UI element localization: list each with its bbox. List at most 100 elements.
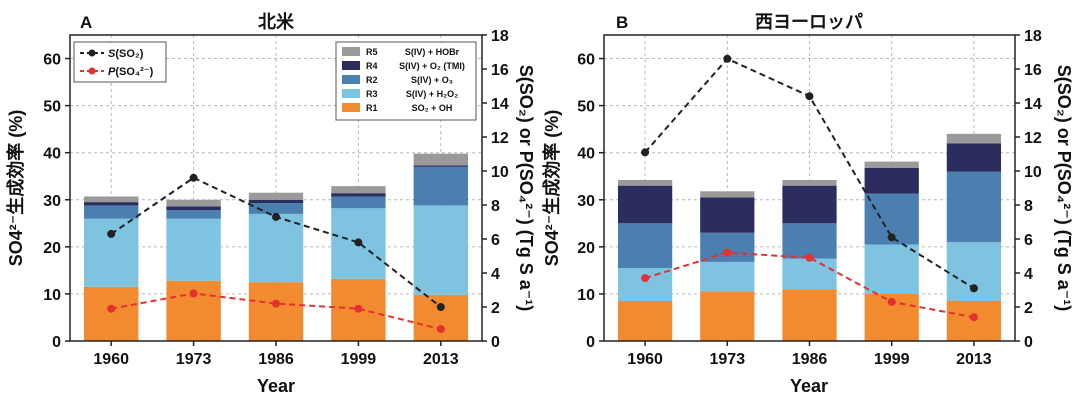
bar-r4-1960 (617, 185, 673, 224)
y2-axis-label: S(SO₂) or P(SO₄²⁻) (Tg S a⁻¹) (516, 65, 536, 312)
point-s-so2-1960 (107, 229, 116, 238)
point-p-so4-1973 (723, 248, 732, 257)
legend-label-r3: S(IV) + H₂O₂ (406, 89, 458, 99)
y2tick-label: 0 (491, 334, 500, 351)
bar-r5-1999 (331, 186, 386, 194)
bar-r1-1960 (617, 300, 673, 341)
point-p-so4-2013 (969, 313, 978, 322)
bar-r4-1986 (782, 185, 837, 224)
ytick-label: 60 (577, 52, 595, 69)
y2tick-label: 2 (491, 300, 500, 317)
ytick-label: 10 (43, 287, 61, 304)
y2tick-label: 6 (491, 232, 500, 249)
stacked-bars (617, 133, 1002, 341)
y2tick-label: 10 (1024, 164, 1042, 181)
xtick-label: 2013 (956, 351, 992, 368)
ytick-label: 0 (52, 334, 61, 351)
bar-r5-1986 (782, 179, 837, 186)
y2tick-label: 12 (491, 130, 509, 147)
x-axis-ticks: 1960 1973 1986 1999 2013 (627, 341, 992, 368)
point-s-so2-2013 (969, 284, 978, 293)
bar-r3-1973 (166, 218, 221, 281)
bar-r5-2013 (946, 133, 1002, 144)
ytick-label: 10 (577, 287, 595, 304)
point-s-so2-1960 (641, 148, 650, 157)
bar-r4-1986 (248, 199, 304, 204)
bar-r5-1999 (864, 161, 919, 168)
legend-code-r3: R3 (366, 89, 378, 99)
panel-label: A (80, 13, 92, 32)
legend-swatch-r3 (342, 89, 360, 98)
bar-r2-1986 (248, 203, 304, 214)
point-s-so2-1973 (189, 173, 198, 182)
line-p-so4 (111, 292, 442, 331)
xtick-label: 1960 (627, 351, 663, 368)
bar-r2-1960 (617, 223, 673, 269)
bar-r2-1973 (700, 232, 755, 262)
xtick-label: 1986 (258, 351, 294, 368)
point-s-so2-1999 (887, 233, 896, 242)
bar-r5-1973 (700, 191, 755, 198)
xtick-label: 2013 (423, 351, 459, 368)
bar-r2-2013 (413, 166, 468, 206)
y2tick-label: 10 (491, 164, 509, 181)
ytick-label: 50 (577, 99, 595, 116)
legend-code-r4: R4 (366, 61, 378, 71)
point-p-so4-1960 (107, 304, 116, 313)
y2tick-label: 4 (491, 266, 500, 283)
y2tick-label: 6 (1024, 232, 1033, 249)
legend-code-r1: R1 (366, 103, 378, 113)
bar-r3-1999 (864, 244, 919, 294)
bar-r1-1960 (84, 286, 139, 341)
bar-r4-1973 (166, 206, 221, 211)
bar-r3-2013 (413, 205, 468, 295)
point-s-so2-1973 (723, 54, 732, 63)
bar-r5-1986 (248, 192, 304, 200)
ytick-label: 20 (577, 240, 595, 257)
bar-r4-2013 (946, 143, 1002, 172)
panel-label: B (616, 13, 628, 32)
y2tick-label: 0 (1024, 334, 1033, 351)
bar-r2-2013 (946, 171, 1002, 243)
point-p-so4-1986 (272, 299, 280, 308)
y2tick-label: 18 (491, 28, 509, 45)
bar-r4-1960 (84, 202, 139, 206)
bar-r1-2013 (413, 294, 468, 341)
point-p-so4-1960 (641, 274, 650, 283)
right-axis-ticks: 0 2 4 6 8 10 12 14 16 18 (482, 28, 509, 351)
legend-label-s-so2: S(SO₂) (108, 48, 144, 60)
line-legend-box (73, 41, 167, 83)
y2tick-label: 2 (1024, 300, 1033, 317)
xtick-label: 1973 (710, 351, 746, 368)
legend-label-r2: S(IV) + O₃ (411, 75, 453, 85)
bar-r1-1986 (248, 282, 304, 341)
legend-swatch-r4 (342, 61, 360, 70)
point-p-so4-1999 (354, 304, 363, 313)
bar-r3-1960 (84, 218, 139, 287)
legend-label-r1: SO₂ + OH (412, 103, 453, 113)
point-p-so4-2013 (436, 325, 445, 334)
xtick-label: 1999 (874, 351, 910, 368)
chart-title: 西ヨーロッパ (755, 12, 863, 32)
y2tick-label: 4 (1024, 266, 1033, 283)
point-p-so4-1973 (189, 289, 198, 298)
left-axis-ticks: 0 10 20 30 40 50 60 (43, 52, 70, 351)
ytick-label: 0 (586, 334, 595, 351)
y2-axis-label: S(SO₂) or P(SO₄²⁻) (Tg S a⁻¹) (1054, 65, 1073, 312)
y2tick-label: 8 (1024, 198, 1033, 215)
ytick-label: 30 (43, 193, 61, 210)
bar-r2-1986 (782, 223, 837, 259)
y2tick-label: 14 (491, 96, 509, 113)
legend-marker-p-so4 (88, 67, 96, 75)
ytick-label: 60 (43, 52, 61, 69)
x-axis-label: Year (790, 376, 828, 396)
y2tick-label: 16 (1024, 62, 1042, 79)
y2tick-label: 8 (491, 198, 500, 215)
xtick-label: 1960 (93, 351, 129, 368)
bar-r4-1999 (331, 193, 386, 197)
bar-r4-2013 (413, 165, 468, 167)
bar-r4-1973 (700, 197, 755, 233)
bar-r1-1986 (782, 289, 837, 341)
point-s-so2-1986 (272, 212, 280, 221)
